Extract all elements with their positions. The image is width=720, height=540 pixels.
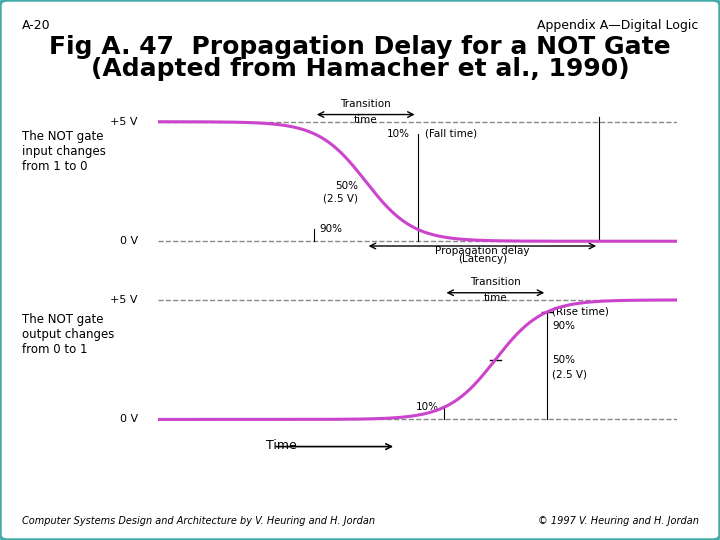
Text: (Fall time): (Fall time): [426, 129, 477, 139]
Text: time: time: [484, 293, 507, 303]
Text: (Latency): (Latency): [458, 254, 507, 264]
Text: Transition: Transition: [470, 277, 521, 287]
Text: Computer Systems Design and Architecture by V. Heuring and H. Jordan: Computer Systems Design and Architecture…: [22, 516, 374, 526]
Text: +5 V: +5 V: [110, 117, 138, 127]
Text: 0 V: 0 V: [120, 236, 138, 246]
Text: 0 V: 0 V: [120, 414, 138, 424]
Text: Propagation delay: Propagation delay: [435, 246, 530, 256]
Text: 10%: 10%: [415, 402, 438, 413]
Text: 90%: 90%: [319, 224, 342, 234]
Text: (Rise time): (Rise time): [552, 307, 609, 317]
Text: 90%: 90%: [552, 321, 575, 332]
Text: Time: Time: [266, 439, 297, 452]
Text: Fig A. 47  Propagation Delay for a NOT Gate: Fig A. 47 Propagation Delay for a NOT Ga…: [49, 35, 671, 59]
Text: +5 V: +5 V: [110, 295, 138, 305]
Text: (2.5 V): (2.5 V): [552, 369, 588, 379]
Text: time: time: [354, 114, 377, 125]
Text: 50%: 50%: [552, 355, 575, 365]
Text: 50%: 50%: [335, 181, 358, 192]
Text: Appendix A—Digital Logic: Appendix A—Digital Logic: [537, 19, 698, 32]
Text: The NOT gate
input changes
from 1 to 0: The NOT gate input changes from 1 to 0: [22, 130, 105, 173]
Text: The NOT gate
output changes
from 0 to 1: The NOT gate output changes from 0 to 1: [22, 313, 114, 356]
Text: A-20: A-20: [22, 19, 50, 32]
Text: (Adapted from Hamacher et al., 1990): (Adapted from Hamacher et al., 1990): [91, 57, 629, 80]
Text: Transition: Transition: [341, 99, 391, 109]
Text: 10%: 10%: [387, 129, 410, 139]
Text: © 1997 V. Heuring and H. Jordan: © 1997 V. Heuring and H. Jordan: [538, 516, 698, 526]
Text: (2.5 V): (2.5 V): [323, 193, 358, 204]
